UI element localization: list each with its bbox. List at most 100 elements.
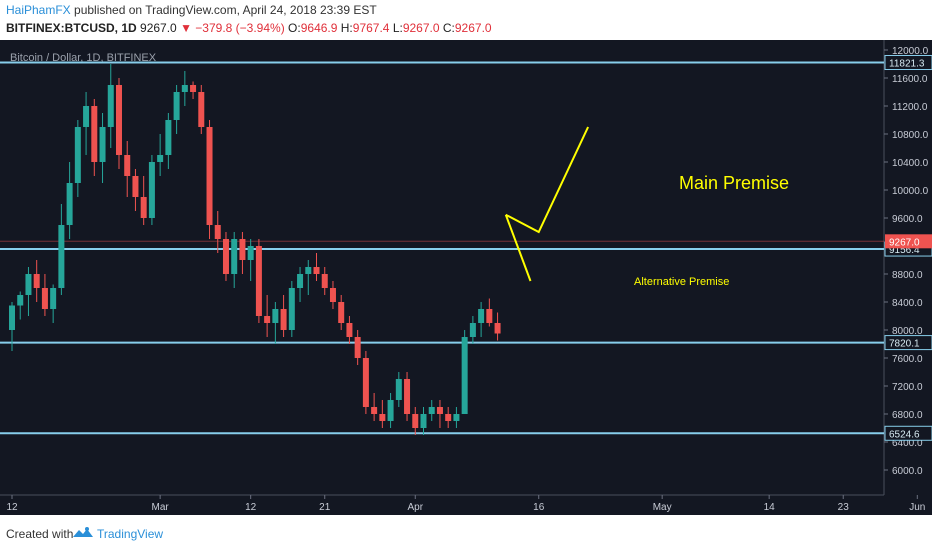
candle-body-down	[313, 267, 320, 274]
price-chart[interactable]: Bitcoin / Dollar, 1D, BITFINEX 12000.011…	[0, 40, 932, 515]
candle-body-up	[66, 183, 73, 225]
price-axis[interactable]: 12000.0 11600.0 11200.0 10800.0 10400.0 10000…	[884, 46, 929, 477]
y-tick-label: 6000.0	[892, 466, 923, 477]
y-tick-label: 8400.0	[892, 298, 923, 309]
close-label: C:	[442, 21, 455, 35]
candle-body-up	[173, 92, 180, 120]
candle-body-up	[148, 162, 155, 218]
candle-body-down	[198, 92, 205, 127]
candle-body-up	[107, 85, 114, 127]
x-tick-label: Mar	[152, 502, 170, 513]
candle-body-up	[9, 305, 15, 330]
low-value: 9267.0	[402, 21, 440, 35]
publish-line: HaiPhamFX published on TradingView.com, …	[6, 3, 377, 17]
candle-body-up	[305, 267, 312, 274]
candle-body-down	[214, 225, 221, 239]
y-tick-label: 8800.0	[892, 270, 923, 281]
candle-body-down	[91, 106, 98, 162]
horizontal-levels: 11821.3 9156.4 7820.1 6524.6 9267.0	[0, 55, 932, 441]
candle-body-down	[321, 274, 328, 288]
y-tick-label: 11200.0	[892, 102, 928, 113]
y-tick-label: 10800.0	[892, 130, 929, 141]
candle-body-down	[354, 337, 361, 358]
candle-body-down	[404, 379, 411, 414]
candle-body-down	[140, 197, 147, 218]
x-tick-label: 23	[838, 502, 850, 513]
y-tick-label: 7600.0	[892, 354, 923, 365]
x-tick-label: 16	[533, 502, 545, 513]
main-premise-label: Main Premise	[679, 173, 789, 193]
level-price-label: 9156.4	[889, 245, 920, 256]
current-price-label: 9267.0	[889, 237, 920, 248]
candles	[9, 64, 501, 435]
candle-body-up	[50, 288, 57, 309]
y-tick-label: 8000.0	[892, 326, 923, 337]
y-tick-label: 11600.0	[892, 74, 928, 85]
level-price-label: 6524.6	[889, 429, 920, 440]
current-price-box	[885, 234, 932, 249]
chart-title: Bitcoin / Dollar, 1D, BITFINEX	[10, 52, 157, 64]
alternative-premise-path	[504, 214, 532, 282]
last-price: 9267.0	[140, 21, 177, 35]
candle-body-up	[428, 407, 435, 414]
x-tick-label: 12	[6, 502, 18, 513]
candle-body-up	[165, 120, 172, 155]
candle-body-down	[190, 85, 197, 92]
main-premise-path	[505, 126, 590, 234]
x-tick-label: May	[653, 502, 672, 513]
tradingview-brand[interactable]: TradingView	[97, 527, 164, 541]
high-label: H:	[340, 21, 353, 35]
candle-body-up	[74, 127, 81, 183]
candle-body-down	[255, 246, 262, 316]
open-label: O:	[288, 21, 301, 35]
annotations: Main Premise Alternative Premise	[504, 126, 789, 288]
candle-body-up	[157, 155, 164, 162]
candle-body-up	[83, 106, 90, 127]
price-change: −379.8 (−3.94%)	[195, 21, 285, 35]
candle-body-up	[453, 414, 460, 421]
candle-body-up	[387, 400, 394, 421]
candle-body-down	[371, 407, 378, 414]
candle-body-up	[181, 85, 188, 92]
publish-header: HaiPhamFX published on TradingView.com, …	[0, 0, 932, 40]
created-with-label: Created with	[6, 527, 74, 541]
candle-body-down	[445, 414, 452, 421]
level-price-box	[884, 335, 932, 351]
candle-body-down	[436, 407, 443, 414]
close-value: 9267.0	[454, 21, 492, 35]
candle-body-up	[478, 309, 485, 323]
symbol-label: BITFINEX:BTCUSD, 1D	[6, 21, 137, 35]
x-tick-label: 21	[319, 502, 331, 513]
level-price-box	[884, 425, 932, 441]
tradingview-logo-icon[interactable]	[72, 525, 94, 541]
author-link[interactable]: HaiPhamFX	[6, 3, 71, 17]
candle-body-up	[420, 414, 427, 428]
candle-body-down	[362, 358, 369, 407]
footer: Created with TradingView	[0, 515, 932, 550]
high-value: 9767.4	[352, 21, 390, 35]
candle-body-down	[115, 85, 122, 155]
candle-body-down	[206, 127, 213, 225]
time-axis[interactable]: 12 Mar 12 21 Apr 16 May 14 23 Jun	[6, 495, 925, 513]
candle-body-down	[494, 323, 501, 334]
ohlc-line: BITFINEX:BTCUSD, 1D 9267.0 ▼ −379.8 (−3.…	[6, 21, 492, 35]
candle-body-down	[346, 323, 353, 337]
candle-body-up	[272, 309, 279, 323]
level-price-label: 7820.1	[889, 339, 920, 350]
candle-body-down	[222, 239, 229, 274]
candle-body-up	[461, 337, 468, 414]
x-tick-label: 12	[245, 502, 257, 513]
down-arrow-icon: ▼	[180, 21, 192, 35]
y-tick-label: 9600.0	[892, 214, 923, 225]
candle-body-up	[288, 288, 295, 330]
y-tick-label: 7200.0	[892, 382, 923, 393]
candle-body-up	[25, 274, 32, 295]
level-price-label: 11821.3	[889, 59, 925, 70]
candle-body-down	[338, 302, 345, 323]
candle-body-up	[17, 295, 24, 306]
alternative-premise-label: Alternative Premise	[634, 276, 729, 288]
x-tick-label: 14	[764, 502, 776, 513]
plot-area[interactable]	[0, 40, 884, 495]
candle-body-up	[231, 239, 238, 274]
y-tick-label: 6800.0	[892, 410, 923, 421]
